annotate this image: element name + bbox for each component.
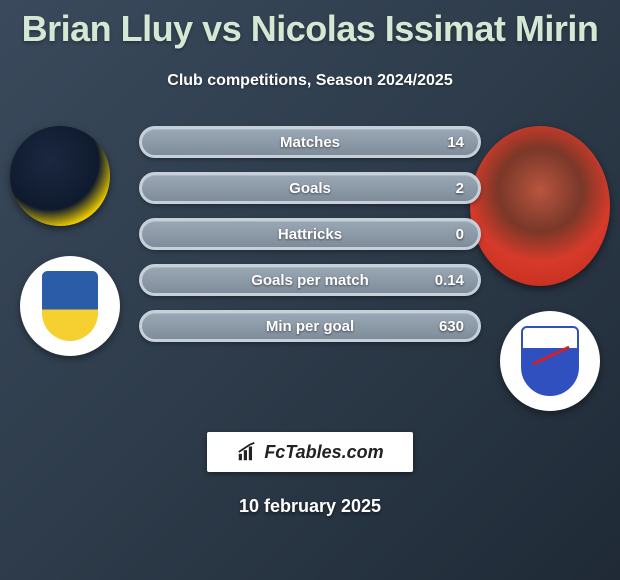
player-left-avatar — [10, 126, 110, 226]
stats-area: Matches 14 Goals 2 Hattricks 0 Goals per… — [0, 126, 620, 426]
stat-pill-min-per-goal: Min per goal 630 — [139, 310, 481, 342]
stat-label: Hattricks — [278, 226, 342, 243]
stat-label: Min per goal — [266, 318, 354, 335]
stat-pill-hattricks: Hattricks 0 — [139, 218, 481, 250]
stat-pill-goals: Goals 2 — [139, 172, 481, 204]
player-right-avatar — [470, 126, 610, 286]
date-text: 10 february 2025 — [0, 496, 620, 517]
page-title: Brian Lluy vs Nicolas Issimat Mirin — [0, 0, 620, 50]
chart-icon — [236, 441, 258, 463]
stat-label: Goals — [289, 180, 331, 197]
stat-pills: Matches 14 Goals 2 Hattricks 0 Goals per… — [139, 126, 481, 356]
stat-pill-goals-per-match: Goals per match 0.14 — [139, 264, 481, 296]
brand-logo-box: FcTables.com — [207, 432, 413, 472]
stat-pill-matches: Matches 14 — [139, 126, 481, 158]
stat-value: 0 — [456, 226, 464, 243]
club-left-badge-container — [20, 256, 120, 356]
stat-value: 2 — [456, 180, 464, 197]
club-right-badge-container — [500, 311, 600, 411]
stat-value: 0.14 — [435, 272, 464, 289]
stat-value: 630 — [439, 318, 464, 335]
stat-label: Matches — [280, 134, 340, 151]
club-right-badge — [521, 326, 579, 396]
stat-label: Goals per match — [251, 272, 369, 289]
club-left-badge — [42, 271, 98, 341]
stat-value: 14 — [447, 134, 464, 151]
subtitle: Club competitions, Season 2024/2025 — [0, 72, 620, 90]
brand-text: FcTables.com — [264, 442, 383, 463]
